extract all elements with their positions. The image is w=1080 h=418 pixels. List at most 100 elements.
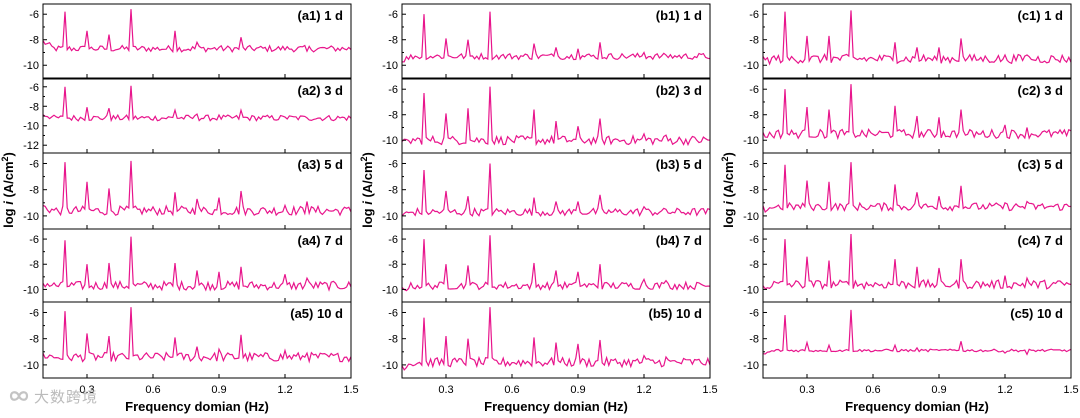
y-tick-label: -10 [743,284,759,296]
y-axis-label: log i (A/cm2) [720,152,736,228]
y-tick-label: -8 [29,185,39,197]
y-tick-label: -6 [29,82,39,94]
x-tick-label: 0.9 [211,384,226,396]
spectrum-line [43,307,351,364]
panel-frame [762,301,1072,379]
x-tick-label: 0.3 [438,384,453,396]
panel-frame [42,301,352,379]
panel-frame [401,3,711,79]
spectrum-line [43,9,351,54]
x-tick-label: 0.6 [865,384,880,396]
spectrum-line [763,10,1071,66]
y-tick-label: -8 [29,259,39,271]
y-tick-label: -8 [29,334,39,346]
spectrum-line [43,160,351,217]
axis-labels: (a1) 1 d (a2) 3 d (a3) 5 d (a4) 7 d (a5) 10 … [0,8,1079,414]
panel-label: (c5) 10 d [1010,306,1063,321]
spectrum-line [402,163,710,218]
spectrum-line [43,236,351,292]
x-axis-label: Frequency domian (Hz) [845,399,989,414]
x-tick-label: 0.3 [799,384,814,396]
x-tick-label: 1.2 [636,384,651,396]
spectrum-line [763,162,1071,214]
y-tick-label: -8 [388,35,398,47]
y-tick-label: -10 [743,60,759,72]
infinity-logo-icon [9,391,29,401]
panel-label: (a2) 3 d [297,83,343,98]
y-tick-label: -10 [23,211,39,223]
spectrum-line [763,233,1071,291]
y-tick-label: -10 [743,135,759,147]
panel-label: (c2) 3 d [1017,83,1063,98]
panel-label: (c1) 1 d [1017,8,1063,23]
axes-frames [42,3,1072,379]
y-axis-label: log i (A/cm2) [359,152,375,228]
y-tick-label: -8 [749,259,759,271]
y-tick-label: -8 [749,35,759,47]
watermark: 大数跨境 [8,384,104,410]
y-tick-label: -8 [749,185,759,197]
y-tick-label: -6 [388,158,398,170]
y-tick-label: -8 [29,35,39,47]
y-tick-label: -8 [749,110,759,122]
y-tick-label: -10 [743,360,759,372]
y-tick-label: -6 [749,234,759,246]
panel-label: (c4) 7 d [1017,233,1063,248]
y-tick-label: -10 [382,360,398,372]
panel-label: (a1) 1 d [297,8,343,23]
axis-ticks: -6 -8 -10 -6 -8 -10 -12 -6 -8 -10 -6 -8 -10 -6 -8 -10 -6… [23,9,1072,379]
panel-frame [762,3,1072,79]
column-c [763,10,1071,356]
y-axis-label: log i (A/cm2) [0,152,16,228]
x-tick-label: 0.6 [145,384,160,396]
y-tick-label: -10 [23,360,39,372]
y-tick-label: -8 [749,334,759,346]
y-tick-label: -6 [388,84,398,96]
y-tick-label: -6 [749,84,759,96]
panel-label: (c3) 5 d [1017,157,1063,172]
y-tick-label: -6 [749,158,759,170]
y-tick-label: -8 [29,101,39,113]
x-tick-label: 1.2 [277,384,292,396]
x-tick-label: 1.5 [702,384,717,396]
column-b [402,11,710,371]
y-tick-label: -6 [388,307,398,319]
y-tick-label: -12 [23,140,39,152]
y-tick-label: -8 [388,110,398,122]
y-tick-label: -6 [29,9,39,21]
panel-label: (a4) 7 d [297,233,343,248]
panel-label: (a5) 10 d [290,306,343,321]
spectrum-line [763,309,1071,356]
y-tick-label: -10 [382,284,398,296]
spectrum-line [402,307,710,371]
spectrum-line [402,11,710,63]
y-tick-label: -10 [23,284,39,296]
x-tick-label: 1.2 [997,384,1012,396]
panel-label: (b1) 1 d [656,8,702,23]
x-tick-label: 0.9 [570,384,585,396]
y-tick-label: -8 [388,259,398,271]
spectrum-line [402,86,710,147]
panel-label: (b3) 5 d [656,157,702,172]
spectrum-line [402,235,710,292]
y-tick-label: -10 [382,60,398,72]
panel-frame [401,301,711,379]
panel-label: (b4) 7 d [656,233,702,248]
x-tick-label: 0.3 [79,384,94,396]
y-tick-label: -6 [29,234,39,246]
x-tick-label: 1.5 [343,384,358,396]
y-tick-label: -6 [388,234,398,246]
spectrum-line [763,84,1071,141]
y-tick-label: -6 [29,158,39,170]
spectrum-line [43,85,351,123]
y-tick-label: -6 [29,307,39,319]
y-tick-label: -10 [743,211,759,223]
x-tick-label: 1.5 [1063,384,1078,396]
y-tick-label: -10 [382,135,398,147]
y-tick-label: -8 [388,334,398,346]
watermark-text: 大数跨境 [34,388,99,406]
panel-label: (b2) 3 d [656,83,702,98]
y-tick-label: -6 [388,9,398,21]
panel-label: (a3) 5 d [297,157,343,172]
